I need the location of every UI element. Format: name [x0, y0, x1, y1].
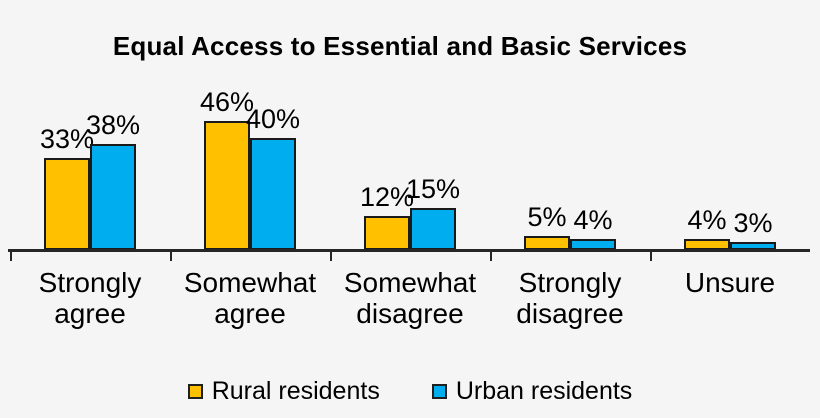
chart-title: Equal Access to Essential and Basic Serv…	[112, 31, 688, 61]
plot-area: 33% 38% 46% 40% 12% 15% 5% 4% 4% 3%	[10, 85, 810, 250]
bar-group-strongly-disagree: 5% 4%	[490, 85, 650, 250]
legend-item-rural-residents: Rural residents	[187, 376, 380, 405]
category-label-somewhat-disagree: Somewhat disagree	[343, 267, 477, 329]
bar-rural-residents	[364, 216, 410, 250]
category-label-unsure: Unsure	[684, 267, 776, 298]
legend-item-urban-residents: Urban residents	[431, 376, 633, 405]
axis-tick	[490, 252, 492, 261]
bar-value-label: 40%	[245, 104, 301, 134]
bar-rural-residents	[44, 158, 90, 250]
bar-column: 38%	[86, 112, 140, 250]
axis-tick	[330, 252, 332, 261]
bar-rural-residents	[524, 236, 570, 250]
category-label-strongly-agree: Strongly agree	[38, 267, 142, 329]
bar-group-somewhat-disagree: 12% 15%	[330, 85, 490, 250]
bar-group-somewhat-agree: 46% 40%	[170, 85, 330, 250]
bar-column: 3%	[730, 210, 776, 250]
bar-value-label: 4%	[687, 205, 727, 235]
bar-value-label: 3%	[733, 208, 773, 238]
bar-column: 4%	[684, 207, 730, 250]
legend-swatch-icon	[431, 383, 447, 399]
bar-urban-residents	[250, 138, 296, 250]
bar-group-strongly-agree: 33% 38%	[10, 85, 170, 250]
bar-column: 40%	[246, 106, 300, 250]
bar-value-label: 46%	[199, 87, 255, 117]
bar-group-unsure: 4% 3%	[650, 85, 810, 250]
bar-value-label: 4%	[573, 205, 613, 235]
bar-column: 4%	[570, 207, 616, 250]
bar-urban-residents	[410, 208, 456, 250]
bar-rural-residents	[204, 121, 250, 250]
bar-urban-residents	[90, 144, 136, 250]
bar-column: 5%	[524, 204, 570, 250]
bar-value-label: 12%	[359, 182, 415, 212]
category-label-strongly-disagree: Strongly disagree	[516, 267, 624, 329]
legend-label: Rural residents	[211, 376, 380, 405]
x-axis-ticks	[10, 252, 810, 262]
legend-label: Urban residents	[455, 376, 633, 405]
bar-column: 15%	[406, 176, 460, 250]
bar-value-label: 33%	[39, 124, 95, 154]
bar-value-label: 38%	[85, 110, 141, 140]
axis-tick	[170, 252, 172, 261]
bar-column: 12%	[360, 184, 414, 250]
x-axis-line	[8, 249, 810, 252]
legend-swatch-icon	[187, 383, 203, 399]
axis-tick	[10, 252, 12, 261]
x-axis-labels: Strongly agree Somewhat agree Somewhat dis…	[10, 267, 810, 329]
bar-value-label: 15%	[405, 174, 461, 204]
legend: Rural residents Urban residents	[0, 376, 820, 406]
bar-column: 33%	[40, 126, 94, 250]
category-label-somewhat-agree: Somewhat agree	[183, 267, 317, 329]
axis-tick	[650, 252, 652, 261]
bar-value-label: 5%	[527, 202, 567, 232]
bar-column: 46%	[200, 89, 254, 250]
